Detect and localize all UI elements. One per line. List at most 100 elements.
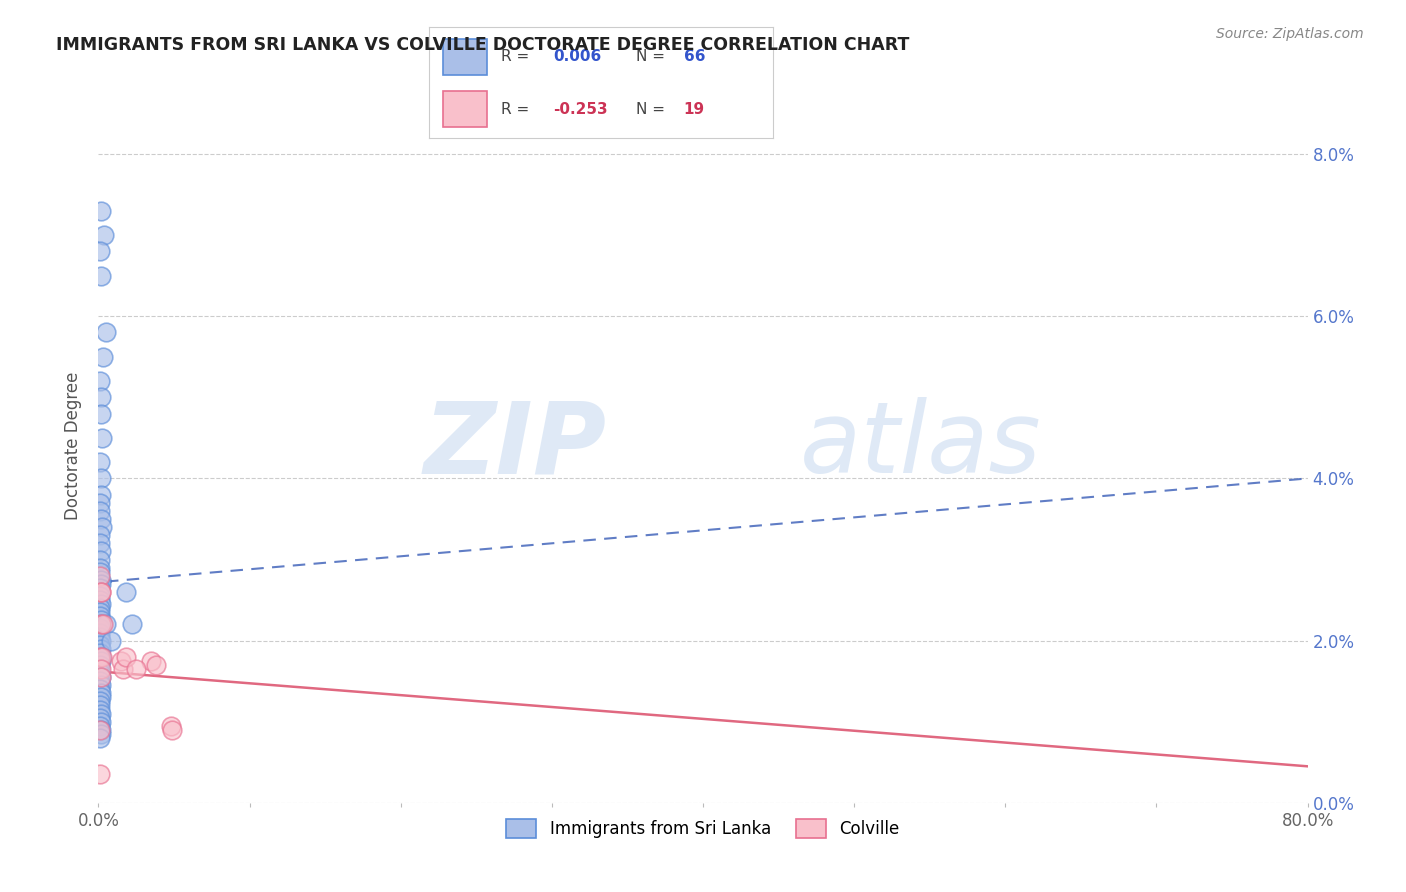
Point bbox=[89, 630, 111, 644]
Text: Source: ZipAtlas.com: Source: ZipAtlas.com bbox=[1216, 27, 1364, 41]
Point bbox=[89, 565, 111, 579]
Bar bbox=[443, 92, 488, 128]
Point bbox=[89, 723, 111, 737]
Text: atlas: atlas bbox=[800, 398, 1042, 494]
Point bbox=[91, 649, 114, 664]
Point bbox=[89, 552, 111, 566]
Point bbox=[90, 723, 112, 737]
Point bbox=[90, 407, 112, 421]
Point bbox=[90, 520, 112, 534]
Point bbox=[89, 496, 111, 510]
Point bbox=[89, 568, 111, 582]
Point bbox=[89, 504, 111, 518]
Point bbox=[89, 244, 111, 259]
Point bbox=[89, 662, 111, 676]
Point bbox=[89, 666, 111, 681]
Text: 66: 66 bbox=[683, 49, 706, 64]
Point bbox=[100, 633, 122, 648]
Point bbox=[90, 613, 112, 627]
Point bbox=[160, 719, 183, 733]
Point bbox=[90, 617, 112, 632]
Point bbox=[89, 609, 111, 624]
Point bbox=[89, 581, 111, 595]
Point bbox=[114, 585, 136, 599]
Point bbox=[90, 706, 112, 721]
Point bbox=[89, 694, 111, 708]
Point bbox=[94, 326, 117, 340]
Point bbox=[89, 719, 111, 733]
Point bbox=[89, 649, 111, 664]
Point bbox=[89, 374, 111, 388]
Point bbox=[90, 488, 112, 502]
Point bbox=[89, 622, 111, 636]
Point bbox=[89, 528, 111, 542]
Point bbox=[89, 646, 111, 660]
Point bbox=[89, 560, 111, 574]
Point bbox=[91, 350, 114, 364]
Point bbox=[89, 601, 111, 615]
Y-axis label: Doctorate Degree: Doctorate Degree bbox=[63, 372, 82, 520]
Point bbox=[90, 597, 112, 611]
Point bbox=[90, 585, 112, 599]
Point bbox=[90, 678, 112, 692]
Point bbox=[90, 641, 112, 656]
Point bbox=[89, 682, 111, 697]
Point bbox=[89, 702, 111, 716]
Point bbox=[145, 657, 167, 672]
Point bbox=[89, 711, 111, 725]
Point bbox=[90, 670, 112, 684]
Text: ZIP: ZIP bbox=[423, 398, 606, 494]
Text: -0.253: -0.253 bbox=[553, 102, 607, 117]
Text: 0.006: 0.006 bbox=[553, 49, 602, 64]
Point bbox=[110, 654, 132, 668]
Point bbox=[89, 605, 111, 619]
Point bbox=[90, 654, 112, 668]
Point bbox=[89, 698, 111, 713]
Point bbox=[111, 662, 134, 676]
Point bbox=[90, 268, 112, 283]
Point bbox=[125, 662, 148, 676]
Point bbox=[90, 544, 112, 558]
Point bbox=[90, 390, 112, 404]
Point bbox=[89, 638, 111, 652]
Point bbox=[89, 593, 111, 607]
Point bbox=[89, 536, 111, 550]
Text: R =: R = bbox=[501, 102, 534, 117]
Text: IMMIGRANTS FROM SRI LANKA VS COLVILLE DOCTORATE DEGREE CORRELATION CHART: IMMIGRANTS FROM SRI LANKA VS COLVILLE DO… bbox=[56, 36, 910, 54]
Point bbox=[89, 674, 111, 689]
Point bbox=[89, 625, 111, 640]
Point bbox=[89, 731, 111, 745]
Point bbox=[91, 617, 114, 632]
Point bbox=[93, 228, 115, 243]
Point bbox=[90, 662, 112, 676]
Point bbox=[90, 714, 112, 729]
Point bbox=[90, 649, 112, 664]
Point bbox=[121, 617, 143, 632]
Point bbox=[90, 203, 112, 218]
Point bbox=[89, 455, 111, 469]
Bar bbox=[443, 39, 488, 75]
Text: N =: N = bbox=[636, 49, 669, 64]
Point bbox=[90, 633, 112, 648]
Legend: Immigrants from Sri Lanka, Colville: Immigrants from Sri Lanka, Colville bbox=[499, 812, 907, 845]
Text: N =: N = bbox=[636, 102, 669, 117]
Point bbox=[90, 577, 112, 591]
Point bbox=[90, 686, 112, 700]
Point bbox=[89, 589, 111, 603]
Text: 19: 19 bbox=[683, 102, 704, 117]
Point bbox=[162, 723, 184, 737]
Point bbox=[90, 670, 112, 684]
Point bbox=[89, 767, 111, 781]
Point bbox=[90, 471, 112, 485]
Point bbox=[114, 649, 136, 664]
Point bbox=[90, 690, 112, 705]
Point bbox=[91, 431, 114, 445]
Point bbox=[90, 512, 112, 526]
Point bbox=[89, 657, 111, 672]
Point bbox=[94, 617, 117, 632]
Point bbox=[141, 654, 163, 668]
Text: R =: R = bbox=[501, 49, 534, 64]
Point bbox=[90, 617, 112, 632]
Point bbox=[90, 585, 112, 599]
Point bbox=[90, 727, 112, 741]
